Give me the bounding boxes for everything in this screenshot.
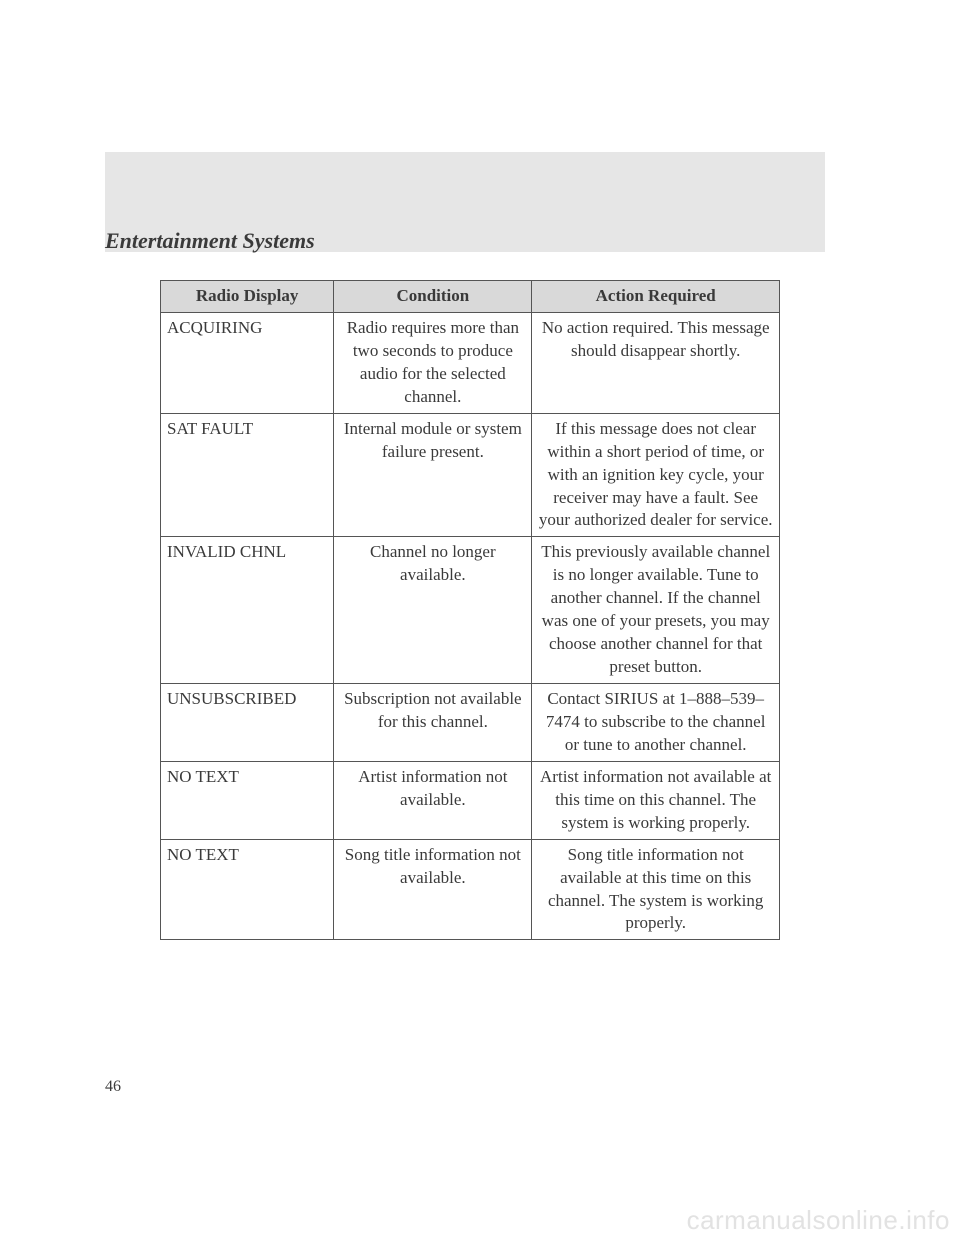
cell-display: NO TEXT [161,761,334,839]
section-title: Entertainment Systems [105,228,315,254]
table-row: UNSUBSCRIBED Subscription not available … [161,684,780,762]
cell-action: This previously available channel is no … [532,537,780,684]
cell-condition: Subscription not available for this chan… [334,684,532,762]
watermark-text: carmanualsonline.info [687,1205,950,1236]
cell-display: ACQUIRING [161,312,334,413]
radio-display-table: Radio Display Condition Action Required … [160,280,780,940]
cell-condition: Radio requires more than two seconds to … [334,312,532,413]
cell-condition: Artist information not available. [334,761,532,839]
cell-display: INVALID CHNL [161,537,334,684]
cell-condition: Internal module or system failure presen… [334,413,532,537]
cell-action: No action required. This message should … [532,312,780,413]
cell-condition: Channel no longer available. [334,537,532,684]
col-header-action: Action Required [532,281,780,313]
cell-action: Artist information not available at this… [532,761,780,839]
table-row: INVALID CHNL Channel no longer available… [161,537,780,684]
cell-display: NO TEXT [161,839,334,940]
cell-action: If this message does not clear within a … [532,413,780,537]
cell-action: Contact SIRIUS at 1–888–539–7474 to subs… [532,684,780,762]
cell-action: Song title information not available at … [532,839,780,940]
cell-display: UNSUBSCRIBED [161,684,334,762]
table-row: ACQUIRING Radio requires more than two s… [161,312,780,413]
table-row: SAT FAULT Internal module or system fail… [161,413,780,537]
cell-condition: Song title information not available. [334,839,532,940]
col-header-condition: Condition [334,281,532,313]
table-row: NO TEXT Song title information not avail… [161,839,780,940]
cell-display: SAT FAULT [161,413,334,537]
table-row: NO TEXT Artist information not available… [161,761,780,839]
page-number: 46 [105,1078,121,1096]
col-header-display: Radio Display [161,281,334,313]
table-header-row: Radio Display Condition Action Required [161,281,780,313]
